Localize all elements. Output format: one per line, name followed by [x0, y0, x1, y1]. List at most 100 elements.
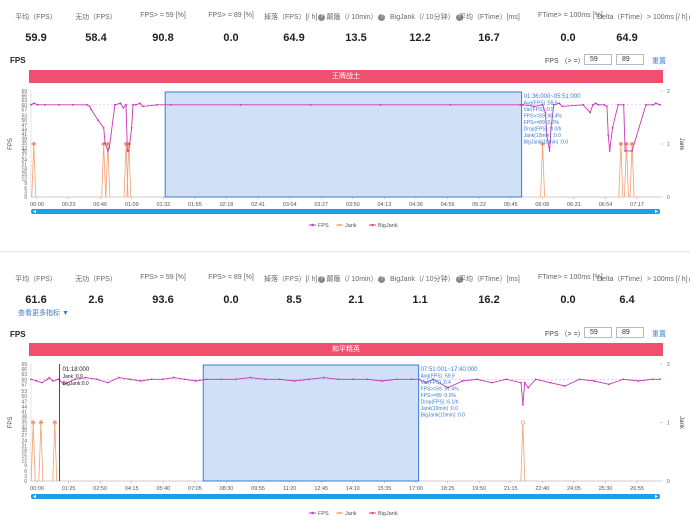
stat-7: 平均（FTime）[ms] 16.7: [459, 12, 520, 46]
stat-label: FTime> = 100ms [%]: [538, 12, 603, 19]
stat-0: 平均（FPS） 61.6: [6, 274, 66, 308]
legend-item-jank: Jank: [345, 223, 357, 229]
fps-point: [57, 378, 60, 381]
fps-threshold-input-89[interactable]: 89: [616, 327, 644, 338]
y-tick-label: 44: [21, 127, 27, 133]
fps-point: [490, 381, 493, 384]
stat-value: 61.6: [25, 294, 47, 306]
cursor-label: 01:18:000: [63, 367, 90, 373]
x-tick-label: 12:45: [314, 486, 328, 492]
y2-tick-label: 1: [667, 421, 670, 427]
fps-point: [449, 103, 452, 106]
scroll-left-icon: [33, 494, 36, 499]
show-more-metrics-link[interactable]: 查看更多指标 ▼: [18, 310, 69, 317]
time-scrollbar: [31, 494, 660, 499]
y2-tick-label: 1: [667, 142, 670, 148]
y-tick-label: 9: [24, 464, 27, 470]
jank-spike: [520, 422, 526, 482]
stat-value: 64.9: [283, 32, 305, 44]
x-tick-label: 02:41: [251, 202, 265, 208]
stat-9: Delta（FTime）> 100ms [/ h]? 64.9: [597, 12, 690, 46]
jank-point: [520, 420, 526, 425]
stat-8: FTime> = 100ms [%] 0.0: [538, 12, 603, 46]
fps-point: [139, 102, 141, 105]
x-tick-label: 05:22: [472, 202, 486, 208]
fps-chart-2[interactable]: 0369121518212427303235384144475053576063…: [0, 358, 690, 528]
fps-threshold-input-59[interactable]: 59: [584, 54, 612, 65]
stat-value: 16.7: [478, 32, 500, 44]
x-tick-label: 05:45: [504, 202, 518, 208]
stat-2: FPS> = 59 [%] 93.6: [133, 274, 193, 308]
stat-value: 6.4: [619, 294, 635, 306]
selection-tooltip-line: FPS>=59 :97.4%: [421, 387, 460, 393]
fps-point: [351, 378, 354, 381]
y-tick-label: 60: [21, 103, 27, 109]
fps-point: [622, 103, 625, 106]
fps-point: [519, 103, 522, 106]
y-tick-label: 50: [21, 118, 27, 124]
stat-1: 无功（FPS） 58.4: [66, 12, 126, 46]
stat-6: BigJank（/ 10分钟）? 12.2: [390, 12, 463, 46]
fps-point: [308, 378, 310, 381]
y-axis-label: FPS: [8, 417, 14, 429]
x-tick-label: 00:46: [93, 202, 107, 208]
fps-point: [527, 386, 530, 389]
fps-threshold-input-89[interactable]: 89: [616, 54, 644, 65]
jank-spike: [31, 143, 37, 198]
fps-point: [552, 103, 555, 106]
x-tick-label: 19:50: [472, 486, 486, 492]
fps-point: [381, 380, 383, 382]
fps-point: [88, 105, 91, 108]
reset-button[interactable]: 重置: [652, 58, 666, 65]
help-icon[interactable]: ?: [688, 14, 690, 21]
y-tick-label: 41: [21, 409, 27, 415]
y-tick-label: 12: [21, 459, 27, 465]
fps-point: [617, 103, 619, 106]
fps-point: [119, 102, 122, 105]
fps-chart-1[interactable]: 0369121518212427303235384144475053576063…: [0, 85, 690, 235]
x-tick-label: 04:15: [125, 486, 139, 492]
selection-tooltip-line: 07:51:001~17:40:000: [421, 367, 479, 373]
fps-point: [278, 378, 281, 381]
fps-point: [108, 146, 111, 149]
fps-point: [44, 103, 46, 106]
fps-point: [141, 105, 144, 108]
help-icon[interactable]: ?: [318, 276, 326, 283]
fps-threshold-input-59[interactable]: 59: [584, 327, 612, 338]
y-tick-label: 53: [21, 389, 27, 395]
help-icon[interactable]: ?: [378, 14, 386, 21]
x-tick-label: 03:04: [283, 202, 297, 208]
reset-button[interactable]: 重置: [652, 331, 666, 338]
x-tick-label: 07:05: [188, 486, 202, 492]
help-icon[interactable]: ?: [455, 276, 463, 283]
fps-point: [607, 383, 610, 386]
jank-spike: [624, 143, 629, 198]
stat-value: 2.6: [88, 294, 104, 306]
fps-point: [395, 378, 398, 381]
y-tick-label: 57: [21, 107, 27, 113]
stat-label: FPS> = 89 [%]: [208, 274, 254, 281]
bigjank-point: [631, 143, 634, 145]
fps-point: [161, 378, 164, 381]
cursor-label: BigJank:0.0: [63, 381, 89, 387]
help-icon[interactable]: ?: [378, 276, 386, 283]
bigjank-point: [39, 421, 42, 424]
fps-point: [476, 378, 479, 381]
help-icon[interactable]: ?: [455, 14, 463, 21]
fps-point: [41, 381, 43, 384]
fps-point: [605, 105, 608, 108]
y-tick-label: 24: [21, 438, 27, 444]
help-icon[interactable]: ?: [688, 276, 690, 283]
bigjank-point: [125, 143, 128, 145]
help-icon[interactable]: ?: [318, 14, 326, 21]
fps-point: [37, 103, 39, 106]
selection-tooltip-line: Var(FPS) :0.4: [421, 380, 451, 386]
fps-point: [127, 150, 130, 152]
fps-point: [622, 378, 625, 381]
stat-label: BigJank（/ 10分钟）?: [390, 12, 463, 22]
jank-spike: [30, 422, 36, 482]
fps-point: [461, 380, 464, 382]
fps-point: [293, 380, 296, 382]
performance-panel-1: 平均（FPS） 59.9 无功（FPS） 58.4 FPS> = 59 [%] 90.8 F…: [0, 0, 690, 250]
stat-value: 93.6: [152, 294, 174, 306]
